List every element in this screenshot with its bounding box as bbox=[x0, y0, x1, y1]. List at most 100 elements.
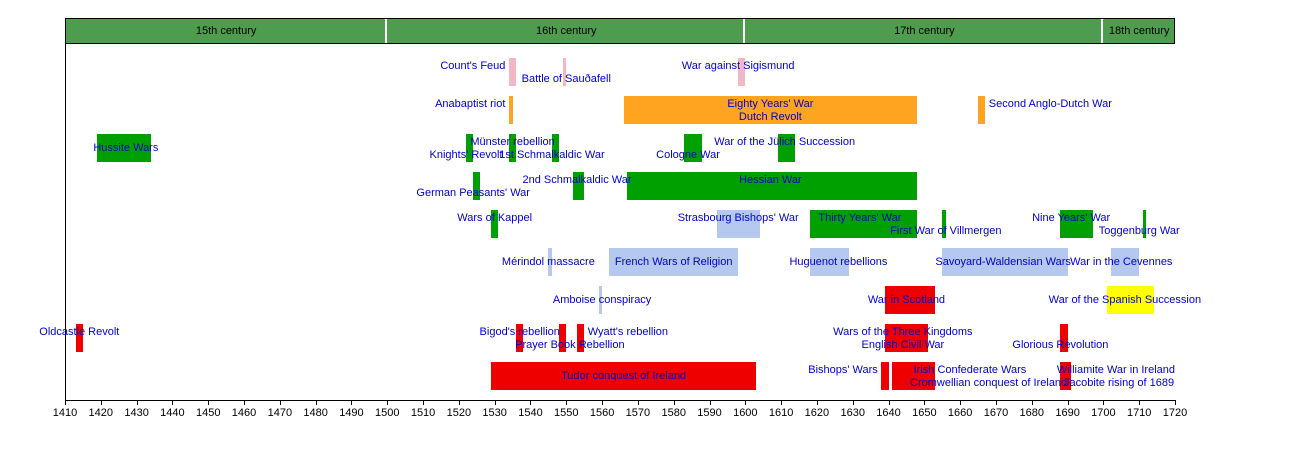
century-band-label: 18th century bbox=[1108, 25, 1170, 37]
axis-tick-label: 1610 bbox=[768, 407, 794, 419]
event-bar bbox=[623, 96, 918, 124]
event-label[interactable]: Savoyard-Waldensian Wars bbox=[935, 256, 1071, 268]
axis-tick bbox=[852, 400, 854, 405]
event-label[interactable]: Knights' Revolt bbox=[429, 149, 503, 161]
event-bar bbox=[573, 172, 585, 200]
event-label[interactable]: Eighty Years' War bbox=[727, 98, 814, 110]
event-bar bbox=[1110, 248, 1140, 276]
event-bar bbox=[97, 134, 151, 162]
axis-tick bbox=[566, 400, 568, 405]
event-label[interactable]: Amboise conspiracy bbox=[552, 294, 652, 306]
event-bar bbox=[509, 58, 517, 86]
axis-tick bbox=[745, 400, 747, 405]
event-label[interactable]: War against Sigismund bbox=[681, 60, 795, 72]
event-label[interactable]: Dutch Revolt bbox=[738, 111, 802, 123]
event-label[interactable]: Irish Confederate Wars bbox=[913, 364, 1027, 376]
axis-tick bbox=[1103, 400, 1105, 405]
event-bar bbox=[738, 58, 746, 86]
event-label[interactable]: Wyatt's rebellion bbox=[587, 326, 669, 338]
event-bar bbox=[884, 286, 936, 314]
event-bar bbox=[75, 324, 83, 352]
axis-tick-label: 1570 bbox=[625, 407, 651, 419]
event-label[interactable]: Prayer Book Rebellion bbox=[515, 339, 625, 351]
event-label[interactable]: Cologne War bbox=[656, 149, 720, 161]
event-label[interactable]: Jacobite rising of 1689 bbox=[1064, 377, 1175, 389]
event-label[interactable]: War in the Cevennes bbox=[1070, 256, 1173, 268]
event-label[interactable]: Wars of Kappel bbox=[457, 212, 533, 224]
event-bar bbox=[466, 134, 474, 162]
event-label[interactable]: Cromwellian conquest of Ireland bbox=[910, 377, 1068, 389]
event-label[interactable]: Second Anglo-Dutch War bbox=[988, 98, 1112, 110]
event-label[interactable]: Count's Feud bbox=[440, 60, 506, 72]
axis-tick-label: 1700 bbox=[1091, 407, 1116, 419]
axis-tick bbox=[315, 400, 317, 405]
axis-tick-label: 1580 bbox=[661, 407, 686, 419]
axis-tick-label: 1660 bbox=[947, 407, 973, 419]
event-label[interactable]: Glorious Revolution bbox=[1012, 339, 1109, 351]
event-bar bbox=[1060, 362, 1072, 390]
event-label[interactable]: War in Scotland bbox=[867, 294, 946, 306]
event-label[interactable]: Strasbourg Bishops' War bbox=[677, 212, 799, 224]
axis-tick-label: 1710 bbox=[1126, 407, 1152, 419]
axis-tick-label: 1480 bbox=[303, 407, 328, 419]
event-label[interactable]: Wars of the Three Kingdoms bbox=[833, 326, 973, 338]
event-label[interactable]: French Wars of Religion bbox=[614, 256, 733, 268]
plot-left-border bbox=[65, 18, 66, 401]
axis-tick-label: 1490 bbox=[339, 407, 364, 419]
event-label[interactable]: English Civil War bbox=[861, 339, 945, 351]
axis-tick-label: 1690 bbox=[1055, 407, 1080, 419]
event-label[interactable]: Oldcastle Revolt bbox=[39, 326, 120, 338]
event-label[interactable]: Williamite War in Ireland bbox=[1056, 364, 1176, 376]
axis-tick-label: 1630 bbox=[840, 407, 865, 419]
event-label[interactable]: Nine Years' War bbox=[1032, 212, 1111, 224]
event-bar bbox=[598, 286, 603, 314]
axis-tick-label: 1500 bbox=[375, 407, 400, 419]
century-band-segment bbox=[387, 18, 746, 44]
event-label[interactable]: Thirty Years' War bbox=[818, 212, 902, 224]
event-label[interactable]: Bigod's rebellion bbox=[479, 326, 560, 338]
axis-tick bbox=[960, 400, 962, 405]
axis-tick-label: 1600 bbox=[733, 407, 758, 419]
event-label[interactable]: Toggenburg War bbox=[1098, 225, 1180, 237]
axis-tick bbox=[637, 400, 639, 405]
axis-tick bbox=[888, 400, 890, 405]
axis-tick bbox=[602, 400, 604, 405]
event-label[interactable]: German Peasants' War bbox=[416, 187, 530, 199]
event-label[interactable]: War of the Spanish Succession bbox=[1048, 294, 1202, 306]
event-label[interactable]: 1st Schmalkaldic War bbox=[499, 149, 605, 161]
axis-tick-label: 1440 bbox=[160, 407, 185, 419]
axis-tick-label: 1470 bbox=[267, 407, 293, 419]
event-label[interactable]: Mérindol massacre bbox=[501, 256, 595, 268]
event-bar bbox=[1060, 210, 1093, 238]
axis-tick-label: 1670 bbox=[983, 407, 1009, 419]
event-label[interactable]: Bishops' Wars bbox=[808, 364, 878, 376]
event-label[interactable]: Battle of Sauðafell bbox=[521, 73, 611, 85]
event-label[interactable]: Hessian War bbox=[739, 174, 802, 186]
century-band-label: 17th century bbox=[894, 25, 955, 37]
event-label[interactable]: Hussite Wars bbox=[93, 142, 159, 154]
event-label[interactable]: First War of Villmergen bbox=[890, 225, 1002, 237]
event-bar bbox=[609, 248, 739, 276]
century-band-segment bbox=[745, 18, 1104, 44]
event-bar bbox=[562, 58, 567, 86]
event-label[interactable]: Huguenot rebellions bbox=[789, 256, 888, 268]
axis-tick bbox=[208, 400, 210, 405]
event-label[interactable]: Anabaptist riot bbox=[435, 98, 506, 110]
event-bar bbox=[684, 134, 703, 162]
event-label[interactable]: Münster rebellion bbox=[470, 136, 555, 148]
century-band-segment bbox=[1103, 18, 1175, 44]
axis-tick bbox=[995, 400, 997, 405]
event-bar bbox=[551, 134, 560, 162]
event-label[interactable]: Tudor conquest of Ireland bbox=[561, 370, 687, 382]
event-bar bbox=[509, 96, 513, 124]
event-bar bbox=[1106, 286, 1154, 314]
axis-tick-label: 1510 bbox=[410, 407, 436, 419]
axis-tick bbox=[65, 400, 66, 405]
axis-tick bbox=[494, 400, 496, 405]
axis-tick-label: 1680 bbox=[1019, 407, 1045, 419]
axis-tick bbox=[1031, 400, 1033, 405]
event-label[interactable]: 2nd Schmalkaldic War bbox=[522, 174, 632, 186]
axis-tick-label: 1590 bbox=[697, 407, 722, 419]
event-label[interactable]: War of the Jülich Succession bbox=[714, 136, 856, 148]
event-bar bbox=[491, 362, 757, 390]
